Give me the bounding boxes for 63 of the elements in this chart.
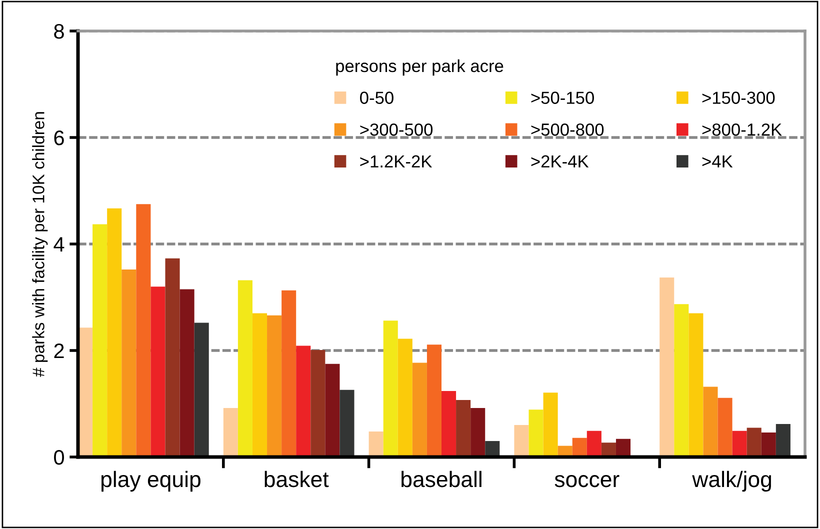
- bar: [368, 431, 384, 457]
- bar: [572, 438, 587, 457]
- bar: [586, 430, 602, 457]
- bar: [660, 278, 674, 457]
- y-tick-label: 4: [54, 237, 64, 252]
- legend-label: >150-300: [702, 92, 775, 104]
- legend-label: 0-50: [360, 92, 394, 104]
- bar: [122, 270, 136, 457]
- legend-label: >4K: [702, 155, 733, 168]
- bar: [180, 289, 194, 457]
- bar: [383, 320, 398, 457]
- bar: [601, 442, 616, 457]
- y-tick-label: 2: [54, 344, 64, 358]
- x-tick-label: baseball: [402, 470, 482, 488]
- bar: [442, 390, 456, 457]
- bar: [732, 430, 747, 457]
- bar: [426, 344, 442, 457]
- x-tick-label: soccer: [554, 475, 620, 488]
- legend-label: >300-500: [360, 123, 433, 136]
- bar: [485, 441, 500, 457]
- bar: [267, 315, 282, 457]
- y-tick-label: 6: [54, 130, 64, 146]
- bar: [514, 425, 529, 457]
- bar: [136, 204, 151, 457]
- bar: [92, 224, 108, 457]
- bar: [761, 432, 776, 457]
- legend-label: >800-1.2K: [702, 123, 782, 136]
- legend-label: >50-150: [531, 92, 594, 104]
- bar: [296, 346, 311, 457]
- bar: [456, 400, 471, 457]
- bar: [688, 313, 704, 457]
- bar: [398, 338, 412, 457]
- bar: [718, 398, 732, 457]
- bar: [252, 313, 268, 457]
- bar: [674, 304, 689, 457]
- bar: [776, 424, 790, 457]
- bar: [340, 390, 354, 457]
- bar: [703, 386, 718, 457]
- bar: [238, 280, 252, 457]
- bar: [616, 438, 631, 457]
- bar: [746, 428, 762, 457]
- y-tick-label: 8: [54, 24, 64, 39]
- x-tick-label: basket: [264, 470, 329, 488]
- bar: [223, 408, 238, 457]
- bar: [310, 350, 326, 457]
- bar: [165, 258, 180, 457]
- bar: [150, 286, 166, 457]
- legend-label: >500-800: [531, 123, 604, 136]
- bar: [282, 290, 296, 457]
- x-tick-label: walk/jog: [692, 470, 772, 492]
- bar: [107, 208, 122, 457]
- bar: [194, 322, 209, 457]
- bar: [325, 364, 340, 457]
- bar: [528, 410, 544, 457]
- bar: [470, 408, 486, 457]
- legend-label: >1.2K-2K: [360, 155, 432, 168]
- bar: [543, 392, 558, 457]
- x-tick-label: play equip: [101, 470, 200, 492]
- bar: [412, 362, 427, 457]
- legend-title: persons per park acre: [336, 59, 504, 76]
- legend-label: >2K-4K: [531, 155, 589, 168]
- y-axis-title: # parks with facility per 10K children: [32, 112, 48, 377]
- y-tick-label: 0: [54, 450, 64, 465]
